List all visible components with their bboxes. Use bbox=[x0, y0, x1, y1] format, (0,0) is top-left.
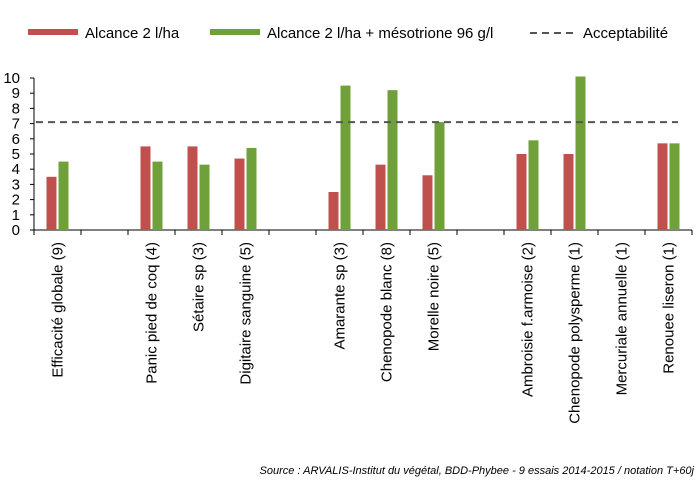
bars bbox=[46, 76, 680, 230]
y-tick-label: 6 bbox=[12, 131, 20, 148]
x-tick-label: Sétaire sp (3) bbox=[191, 242, 208, 332]
y-tick-label: 5 bbox=[12, 146, 20, 163]
legend-label-acceptabilite: Acceptabilité bbox=[583, 25, 668, 42]
axes bbox=[30, 77, 693, 235]
source-note: Source : ARVALIS-Institut du végétal, BD… bbox=[260, 465, 695, 477]
bar-series-1-7 bbox=[375, 164, 386, 230]
bar-series-2-13 bbox=[669, 143, 680, 230]
x-tick-label: Efficacité globale (9) bbox=[50, 242, 67, 378]
bar-series-2-0 bbox=[58, 161, 69, 230]
x-tick-label: Ambroisie f.armoise (2) bbox=[520, 242, 537, 397]
bar-series-1-10 bbox=[516, 154, 527, 230]
bar-series-2-4 bbox=[246, 147, 257, 230]
bar-series-1-3 bbox=[187, 146, 198, 230]
x-tick-label: Amarante sp (3) bbox=[332, 242, 349, 350]
x-tick-label: Chenopode polysperme (1) bbox=[567, 242, 584, 424]
bar-series-1-0 bbox=[46, 176, 57, 230]
bar-series-1-8 bbox=[422, 175, 433, 230]
y-tick-label: 7 bbox=[12, 116, 20, 133]
bar-series-1-6 bbox=[328, 192, 339, 230]
legend-label-series-2: Alcance 2 l/ha + mésotrione 96 g/l bbox=[267, 25, 493, 42]
x-tick-label: Mercuriale annuelle (1) bbox=[614, 242, 631, 395]
bar-series-1-2 bbox=[140, 146, 151, 230]
bar-series-2-6 bbox=[340, 85, 351, 230]
bar-series-2-10 bbox=[528, 140, 539, 230]
x-tick-label: Morelle noire (5) bbox=[426, 242, 443, 351]
bar-series-1-13 bbox=[657, 143, 668, 230]
x-tick-labels: Efficacité globale (9) Panic pied de coq … bbox=[50, 242, 678, 424]
bar-series-2-11 bbox=[575, 76, 586, 230]
bar-series-2-7 bbox=[387, 90, 398, 230]
legend-label-series-1: Alcance 2 l/ha bbox=[85, 25, 180, 42]
bar-series-1-4 bbox=[234, 158, 245, 230]
bar-series-1-11 bbox=[563, 154, 574, 230]
y-tick-label: 1 bbox=[12, 207, 20, 224]
y-tick-label: 2 bbox=[12, 192, 20, 209]
y-tick-label: 9 bbox=[12, 85, 20, 102]
bar-series-2-2 bbox=[152, 161, 163, 230]
x-tick-label: Panic pied de coq (4) bbox=[144, 242, 161, 384]
bar-series-2-8 bbox=[434, 122, 445, 230]
x-tick-label: Renouee liseron (1) bbox=[661, 242, 678, 374]
legend-swatch-series-1 bbox=[28, 29, 78, 35]
x-tick-label: Digitaire sanguine (5) bbox=[238, 242, 255, 385]
y-tick-label: 3 bbox=[12, 176, 20, 193]
y-tick-label: 8 bbox=[12, 100, 20, 117]
y-tick-label: 10 bbox=[3, 70, 20, 87]
x-tick-label: Chenopode blanc (8) bbox=[379, 242, 396, 382]
legend: Alcance 2 l/ha Alcance 2 l/ha + mésotrio… bbox=[28, 25, 668, 42]
y-tick-label: 4 bbox=[12, 161, 20, 178]
bar-series-2-3 bbox=[199, 164, 210, 230]
legend-swatch-series-2 bbox=[210, 29, 260, 35]
y-tick-label: 0 bbox=[12, 222, 20, 239]
